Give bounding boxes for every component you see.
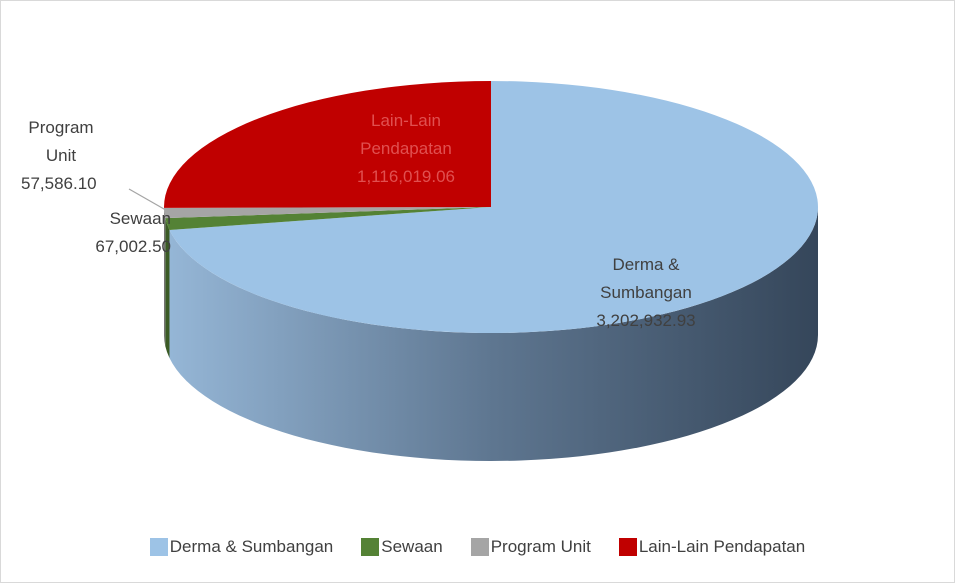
legend-swatch (149, 538, 168, 556)
slice (165, 207, 491, 230)
legend-item: Program Unit (470, 537, 591, 557)
legend-swatch (470, 538, 489, 556)
legend-label: Derma & Sumbangan (169, 537, 334, 556)
label-value: 57,586.10 (21, 174, 97, 193)
label-value: 67,002.50 (95, 237, 171, 256)
label-name: Sewaan (109, 209, 171, 228)
label-name: Program Unit (28, 118, 94, 165)
label-value: 3,202,932.93 (596, 311, 696, 330)
legend-swatch (618, 538, 637, 556)
legend-label: Program Unit (490, 537, 591, 556)
data-label: Lain-Lain Pendapatan 1,116,019.06 (326, 107, 486, 191)
leader-line (128, 188, 172, 214)
slice (164, 207, 492, 219)
legend-item: Lain-Lain Pendapatan (618, 537, 806, 557)
slice-side (164, 207, 166, 347)
slice-side (169, 207, 818, 461)
legend: Derma & Sumbangan Sewaan Program Unit Lain-… (1, 537, 954, 557)
data-label: Sewaan 67,002.50 (41, 205, 171, 261)
data-label: Program Unit 57,586.10 (21, 114, 131, 198)
data-label: Derma & Sumbangan 3,202,932.93 (571, 251, 721, 335)
legend-swatch (361, 538, 380, 556)
label-name: Lain-Lain Pendapatan (360, 111, 452, 158)
label-name: Derma & Sumbangan (600, 255, 692, 302)
legend-label: Sewaan (381, 537, 443, 556)
label-value: 1,116,019.06 (357, 167, 455, 186)
legend-item: Sewaan (361, 537, 443, 557)
legend-item: Derma & Sumbangan (149, 537, 334, 557)
slice (169, 81, 819, 333)
slice-side (165, 218, 170, 358)
slice (164, 81, 491, 208)
legend-label: Lain-Lain Pendapatan (638, 537, 806, 556)
